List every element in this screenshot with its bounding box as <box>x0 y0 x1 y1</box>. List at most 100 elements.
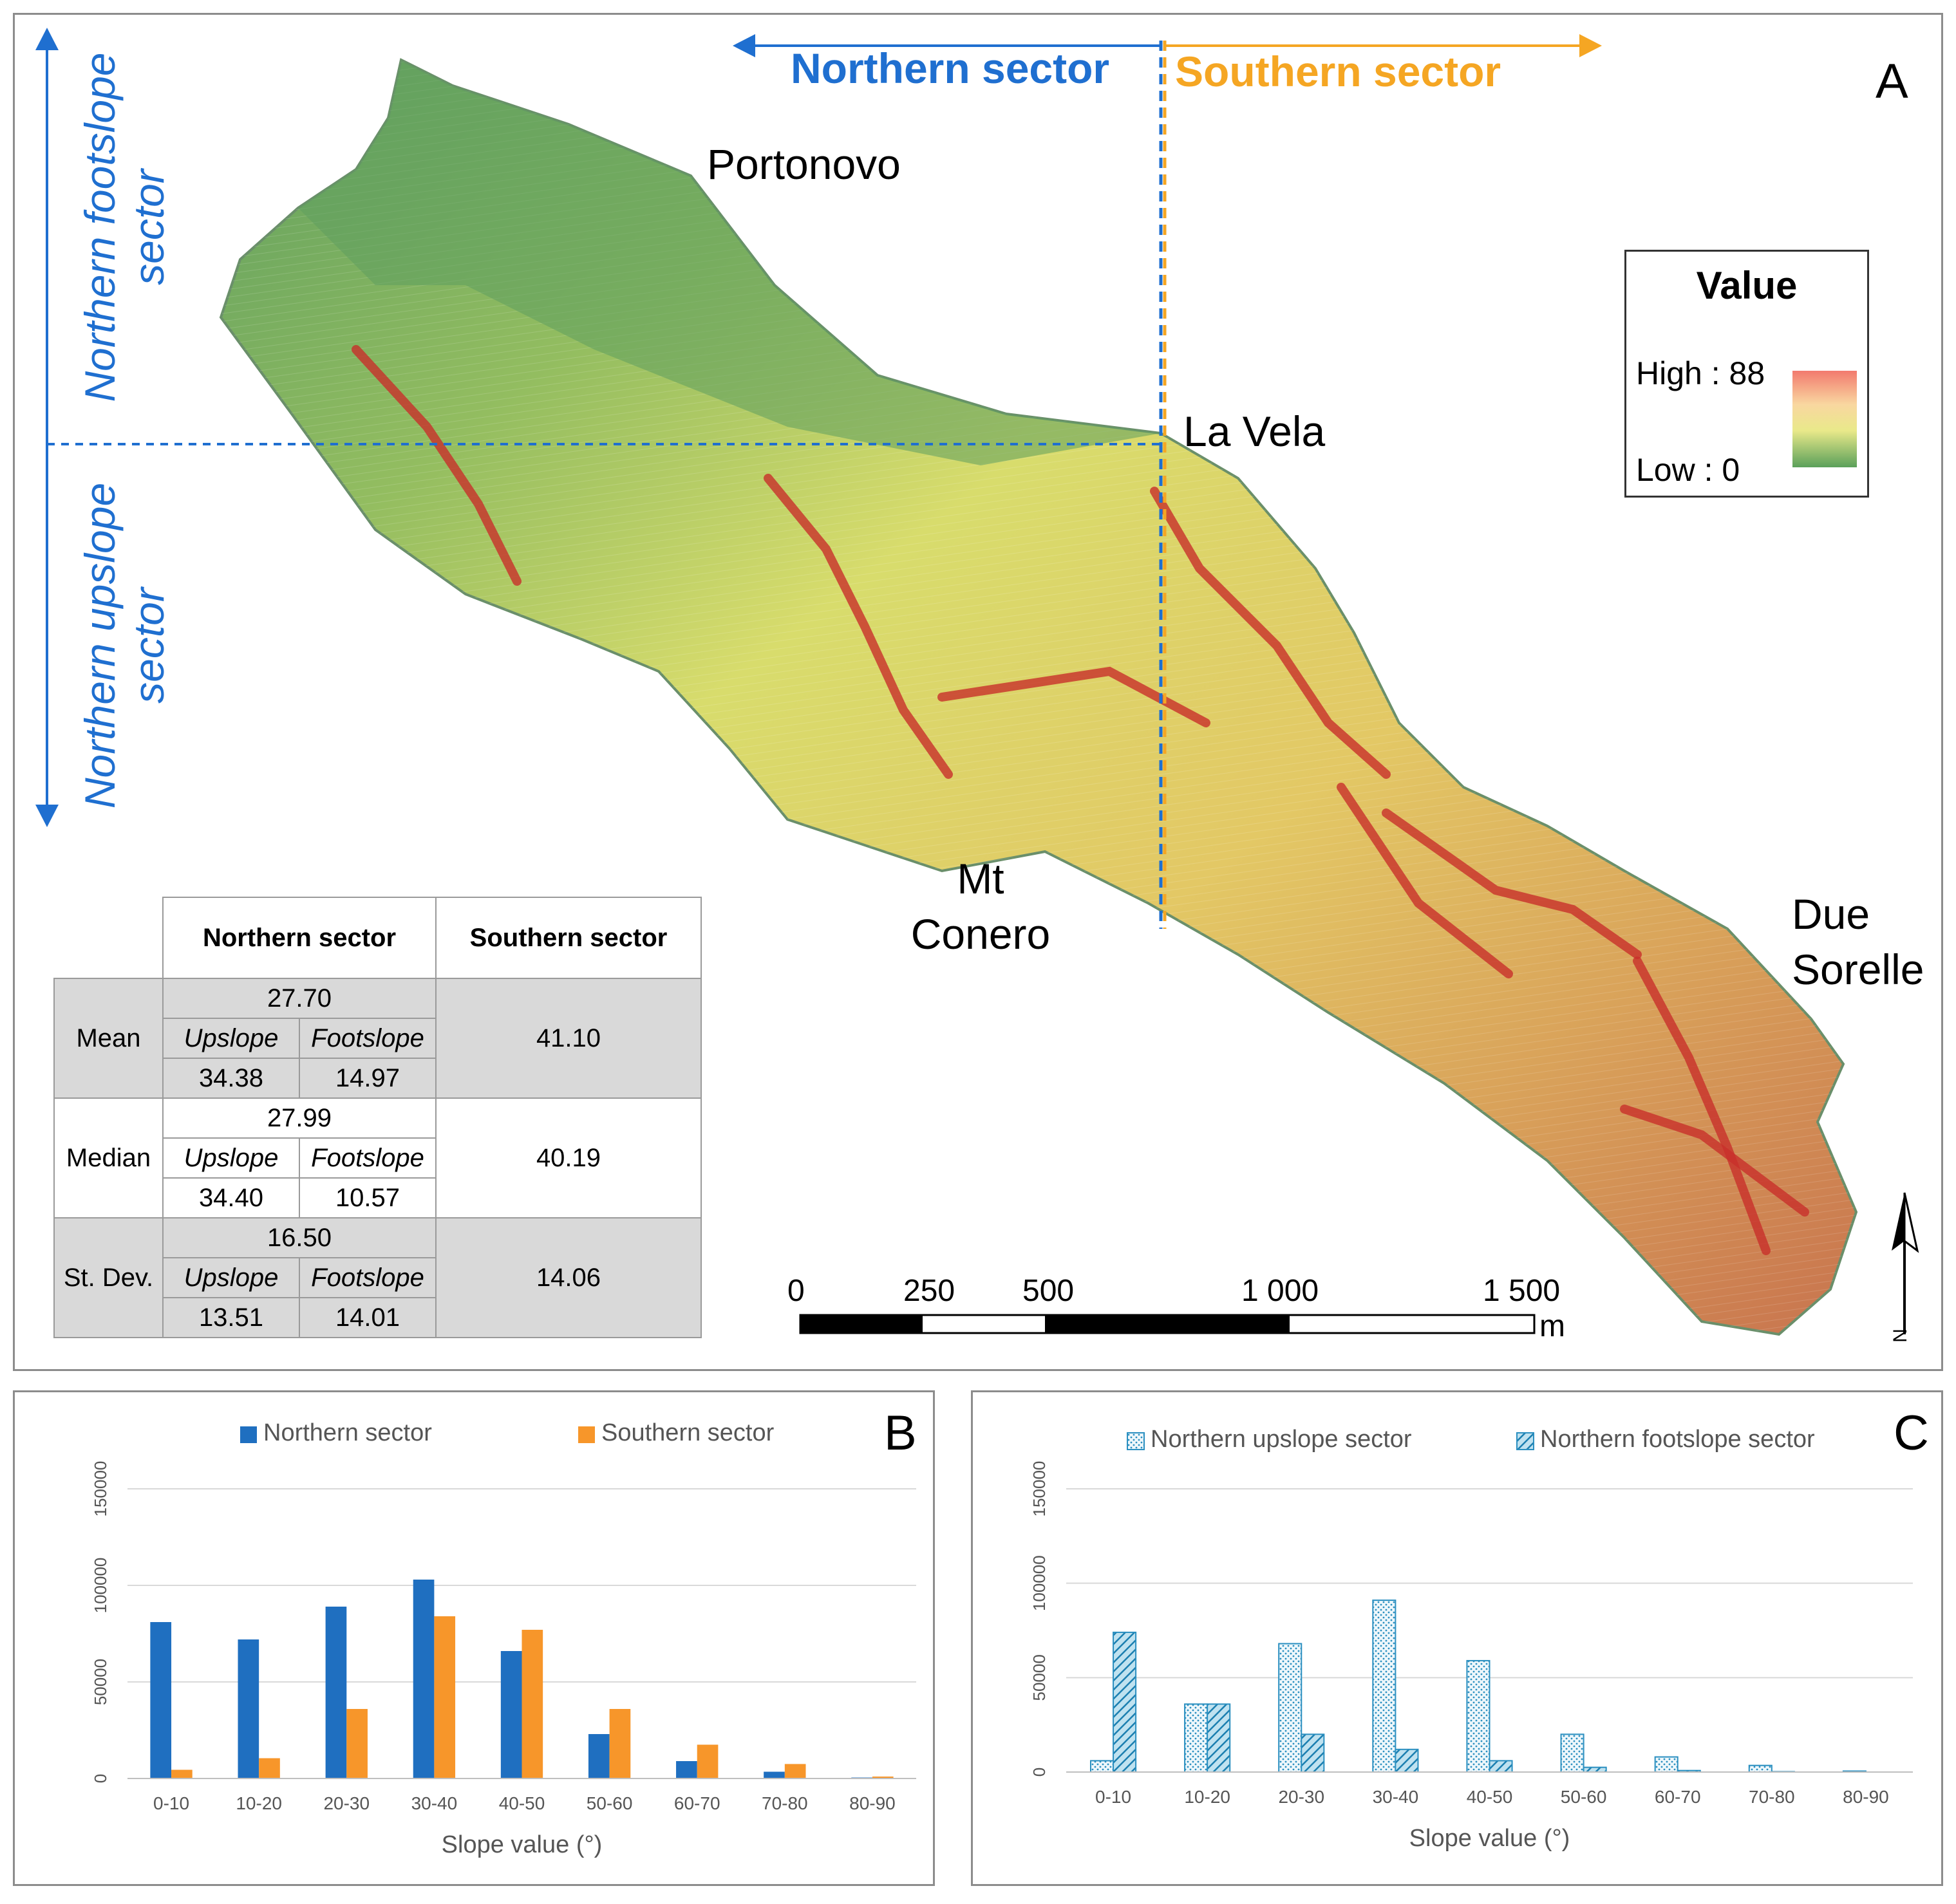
slope-legend: Value High : 88 Low : 0 <box>1624 250 1869 498</box>
stdev-southern: 14.06 <box>435 1217 702 1338</box>
stdev-footslope: 14.01 <box>299 1297 437 1338</box>
place-due-sorelle: Due Sorelle <box>1792 890 1924 993</box>
scale-tick-1500: 1 500 <box>1483 1274 1561 1308</box>
x-tick-label: 0-10 <box>1095 1787 1131 1807</box>
y-tick-label: 50000 <box>91 1659 110 1705</box>
median-upslope-header: Upslope <box>162 1137 300 1179</box>
y-tick-label: 150000 <box>91 1461 110 1517</box>
bar-10-20-1 <box>259 1758 280 1778</box>
legend-low: Low : 0 <box>1636 452 1740 488</box>
x-tick-label: 70-80 <box>762 1793 808 1813</box>
x-tick-label: 10-20 <box>236 1793 282 1813</box>
mean-southern: 41.10 <box>435 978 702 1099</box>
scale-tick-0: 0 <box>787 1274 805 1308</box>
x-axis-title: Slope value (°) <box>1409 1825 1570 1852</box>
panel-b-chart: 0 50000 100000 150000 0-10 10-20 20-30 30-40 40-… <box>13 1390 935 1886</box>
bar-70-80-0 <box>764 1771 785 1778</box>
northern-sector-title: Northern sector <box>791 44 1110 92</box>
north-arrow-icon <box>1892 1192 1919 1334</box>
legend-swatch <box>1516 1432 1534 1450</box>
bar-30-40-1 <box>434 1616 456 1778</box>
bar-20-30-0 <box>325 1607 347 1778</box>
row-label-stdev: St. Dev. <box>53 1217 164 1338</box>
y-tick-label: 50000 <box>1030 1654 1049 1701</box>
bar-60-70-1 <box>697 1744 719 1778</box>
stdev-footslope-header: Footslope <box>299 1257 437 1298</box>
table-header-southern: Southern sector <box>435 897 702 979</box>
x-tick-label: 80-90 <box>849 1793 896 1813</box>
bar-20-30-1 <box>1301 1733 1325 1773</box>
arrow-right-icon <box>1579 34 1602 57</box>
x-axis-title: Slope value (°) <box>442 1831 603 1858</box>
row-label-median: Median <box>53 1097 164 1218</box>
median-footslope: 10.57 <box>299 1177 437 1218</box>
bar-20-30-0 <box>1278 1643 1302 1773</box>
y-tick-label: 0 <box>91 1774 110 1783</box>
southern-sector-title: Southern sector <box>1175 48 1501 95</box>
bar-20-30-1 <box>346 1709 368 1778</box>
bar-60-70-0 <box>676 1761 697 1778</box>
bar-50-60-1 <box>609 1709 631 1778</box>
mean-upslope: 34.38 <box>162 1058 300 1099</box>
x-tick-label: 60-70 <box>1655 1787 1701 1807</box>
median-footslope-header: Footslope <box>299 1137 437 1179</box>
bar-30-40-0 <box>1372 1600 1396 1773</box>
bar-40-50-0 <box>1466 1659 1491 1773</box>
bar-60-70-0 <box>1654 1756 1679 1773</box>
slope-map-svg <box>35 28 1919 1336</box>
bar-10-20-1 <box>1207 1703 1231 1773</box>
bar-10-20-0 <box>1184 1703 1208 1773</box>
x-tick-label: 10-20 <box>1184 1787 1230 1807</box>
arrow-down-icon <box>35 805 59 827</box>
arrow-up-icon <box>35 28 59 50</box>
histogram-upslope-footslope: 0 50000 100000 150000 0-10 10-20 20-30 30-40 40-… <box>1030 1426 1913 1852</box>
panel-letter-b: B <box>884 1406 917 1461</box>
median-upslope: 34.40 <box>162 1177 300 1218</box>
histogram-northern-southern: 0 50000 100000 150000 0-10 10-20 20-30 30-40 40-… <box>91 1419 916 1858</box>
bar-0-10-0 <box>1089 1760 1114 1773</box>
bar-40-50-0 <box>500 1651 522 1778</box>
x-tick-label: 0-10 <box>153 1793 189 1813</box>
x-tick-label: 20-30 <box>323 1793 370 1813</box>
legend-color-ramp <box>1792 371 1857 467</box>
y-tick-label: 150000 <box>1030 1461 1049 1517</box>
table-row-stdev: St. Dev. 16.50 14.06 <box>53 1217 702 1338</box>
table-corner <box>54 897 164 979</box>
bar-30-40-1 <box>1395 1748 1419 1773</box>
legend-swatch <box>1127 1432 1145 1450</box>
bar-40-50-1 <box>522 1630 543 1778</box>
median-southern: 40.19 <box>435 1097 702 1218</box>
x-tick-label: 50-60 <box>1561 1787 1607 1807</box>
panel-c-chart: 0 50000 100000 150000 0-10 10-20 20-30 30-40 40-… <box>971 1390 1943 1886</box>
north-arrow-label: N <box>1889 1329 1911 1343</box>
x-tick-label: 40-50 <box>1467 1787 1513 1807</box>
arrow-left-icon <box>733 34 755 57</box>
stdev-northern: 16.50 <box>162 1217 437 1258</box>
stdev-upslope-header: Upslope <box>162 1257 300 1298</box>
row-label-mean: Mean <box>53 978 164 1099</box>
scale-tick-250: 250 <box>903 1274 955 1308</box>
y-tick-label: 100000 <box>1030 1555 1049 1611</box>
bar-30-40-0 <box>413 1580 435 1778</box>
scale-tick-1000: 1 000 <box>1241 1274 1319 1308</box>
legend-label: Northern footslope sector <box>1540 1426 1815 1453</box>
bar-50-60-0 <box>1560 1733 1585 1773</box>
y-tick-label: 0 <box>1030 1768 1049 1777</box>
northern-upslope-label: Northern upslope sector <box>76 482 173 809</box>
x-tick-label: 40-50 <box>499 1793 545 1813</box>
place-portonovo: Portonovo <box>707 140 901 188</box>
stdev-upslope: 13.51 <box>162 1297 300 1338</box>
table-header-northern: Northern sector <box>162 897 437 979</box>
bar-40-50-1 <box>1489 1760 1513 1773</box>
table-row-median: Median 27.99 40.19 <box>53 1097 702 1218</box>
bar-70-80-0 <box>1748 1764 1773 1773</box>
place-la-vela: La Vela <box>1183 407 1326 455</box>
bar-70-80-1 <box>784 1764 806 1778</box>
legend-high: High : 88 <box>1636 355 1765 391</box>
mean-northern: 27.70 <box>162 978 437 1019</box>
bar-0-10-0 <box>150 1622 172 1778</box>
panel-letter-c: C <box>1894 1406 1929 1461</box>
northern-footslope-label: Northern footslope sector <box>76 52 173 402</box>
x-tick-label: 20-30 <box>1278 1787 1324 1807</box>
legend-label: Northern sector <box>263 1419 432 1446</box>
